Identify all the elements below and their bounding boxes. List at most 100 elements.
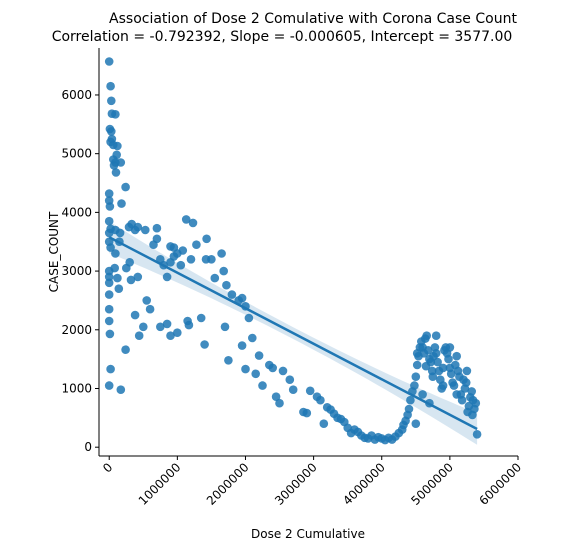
data-point <box>104 381 114 390</box>
y-tick-label: 2000 <box>61 323 92 337</box>
data-point <box>166 331 175 341</box>
data-point <box>472 430 482 439</box>
data-point <box>237 293 247 303</box>
data-point <box>133 272 143 282</box>
data-point <box>173 328 182 338</box>
data-point <box>117 199 126 208</box>
data-point <box>446 369 456 379</box>
data-point <box>220 322 230 332</box>
data-point <box>452 351 462 361</box>
data-point <box>411 419 421 429</box>
data-point <box>104 228 114 238</box>
data-point <box>227 290 237 299</box>
data-point <box>467 387 477 396</box>
data-point <box>241 364 250 374</box>
data-point <box>176 260 186 270</box>
data-point <box>141 225 150 235</box>
data-point <box>196 313 206 323</box>
data-point <box>162 272 172 282</box>
data-point <box>421 361 431 371</box>
data-point <box>121 345 130 355</box>
scatter-points <box>104 57 482 445</box>
data-point <box>449 381 459 390</box>
data-point <box>184 320 194 330</box>
data-point <box>186 254 196 264</box>
data-point <box>142 296 151 305</box>
data-point <box>152 234 162 244</box>
data-point <box>444 354 453 364</box>
data-point <box>288 385 298 395</box>
data-point <box>452 390 462 399</box>
data-point <box>254 351 264 360</box>
data-point <box>104 278 114 288</box>
data-point <box>428 372 438 382</box>
data-point <box>248 333 257 343</box>
y-tick-label: 0 <box>84 440 92 454</box>
data-point <box>104 316 114 326</box>
data-point <box>133 222 143 232</box>
data-point <box>278 366 288 376</box>
data-point <box>423 346 433 355</box>
data-point <box>116 158 126 167</box>
y-tick-label: 4000 <box>61 205 92 219</box>
y-ticks: 0 1000 2000 3000 4000 5000 6000 <box>61 88 99 454</box>
data-point <box>438 381 448 390</box>
data-point <box>200 340 209 349</box>
data-point <box>114 284 124 294</box>
y-tick-label: 6000 <box>61 88 92 102</box>
data-point <box>105 329 115 339</box>
data-point <box>202 234 211 244</box>
data-point <box>471 398 481 408</box>
data-point <box>111 249 120 258</box>
data-point <box>431 331 441 341</box>
data-point <box>126 275 136 285</box>
data-point <box>438 363 448 373</box>
data-point <box>134 331 144 341</box>
y-tick-label: 3000 <box>61 264 92 278</box>
regression-line-group <box>108 236 478 431</box>
data-point <box>457 395 467 405</box>
data-point <box>422 331 432 341</box>
data-point <box>302 408 312 418</box>
data-point <box>173 249 182 258</box>
data-point <box>130 310 140 320</box>
data-point <box>105 202 115 211</box>
data-point <box>156 322 165 332</box>
data-point <box>271 392 281 402</box>
data-point <box>121 182 130 192</box>
data-point <box>107 96 116 106</box>
chart-title: Association of Dose 2 Comulative with Co… <box>109 11 517 27</box>
data-point <box>224 356 233 365</box>
y-tick-label: 1000 <box>61 381 92 395</box>
data-point <box>104 290 114 299</box>
data-point <box>445 343 455 352</box>
data-point <box>104 216 114 226</box>
x-tick-label: 4000000 <box>340 460 388 508</box>
data-point <box>411 372 421 382</box>
x-ticks: 0 1000000 2000000 3000000 4000000 5000000 6000… <box>100 456 524 508</box>
data-point <box>412 360 422 370</box>
y-axis-label: CASE_COUNT <box>47 211 61 292</box>
data-point <box>433 357 442 367</box>
data-point <box>113 141 122 151</box>
data-point <box>244 313 254 323</box>
data-point <box>152 223 162 233</box>
data-point <box>104 304 114 314</box>
data-point <box>319 419 329 429</box>
data-point <box>285 375 295 385</box>
data-point <box>404 404 414 414</box>
data-point <box>104 57 114 66</box>
data-point <box>305 386 315 396</box>
data-point <box>116 385 126 395</box>
data-point <box>106 81 115 91</box>
data-point <box>410 381 419 390</box>
data-point <box>275 398 284 408</box>
data-point <box>113 273 122 283</box>
x-axis-label: Dose 2 Cumulative <box>251 527 365 541</box>
data-point <box>268 363 278 373</box>
data-point <box>468 410 477 420</box>
data-point <box>107 127 116 136</box>
data-point <box>207 254 216 264</box>
x-tick-label: 3000000 <box>272 460 320 508</box>
